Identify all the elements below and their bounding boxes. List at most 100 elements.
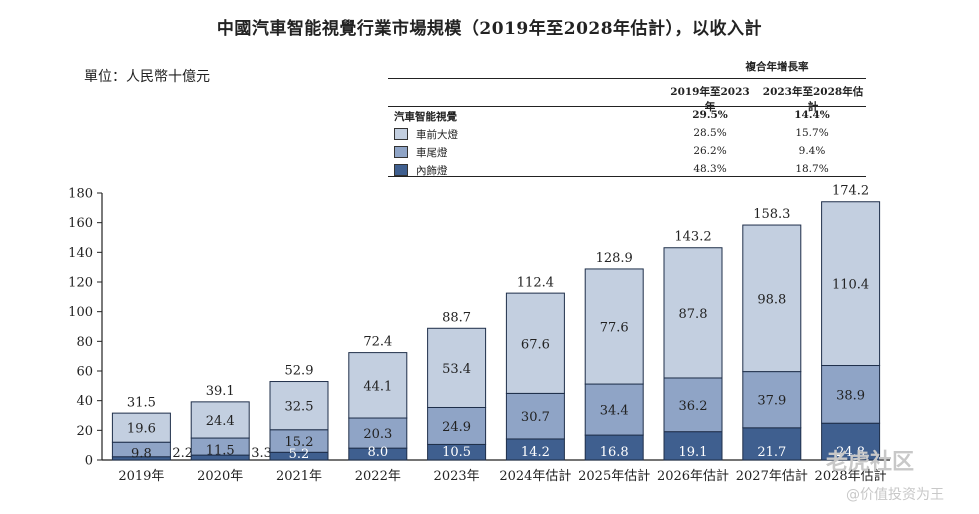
y-tick-label: 60	[76, 365, 93, 380]
bar-segment-front	[584, 268, 644, 385]
bar-segment-interior	[584, 434, 644, 461]
rear-swatch	[394, 146, 408, 158]
bar-value-label: 110.4	[832, 278, 869, 293]
bar-value-label: 67.6	[521, 337, 550, 352]
bar-value-label: 21.7	[757, 445, 786, 460]
bar-segment-front	[427, 327, 487, 408]
bar-value-label: 87.8	[679, 307, 708, 322]
y-tick-label: 180	[68, 187, 93, 202]
x-tick-label: 2021年	[276, 469, 322, 484]
bar-segment-front	[821, 201, 881, 367]
row-label: 汽車智能視覺	[394, 111, 457, 123]
row-label: 車前大燈	[416, 129, 458, 141]
cagr-col1-header: 2019年至2023年	[670, 86, 750, 113]
bar-value-label: 34.4	[600, 404, 629, 419]
bar-value-label: 5.2	[289, 447, 310, 462]
y-tick-label: 80	[76, 335, 93, 350]
bar-total-label: 128.9	[596, 251, 633, 266]
bar-segment-front	[505, 292, 565, 394]
bar-segment-rear	[742, 371, 802, 429]
row-cagr-1: 48.3%	[693, 163, 727, 175]
x-tick-label: 2022年	[355, 469, 401, 484]
bar-segment-rear	[427, 406, 487, 445]
bar-segment-interior	[663, 431, 723, 461]
bar-segment-rear	[663, 377, 723, 433]
x-tick-label: 2027年估計	[736, 468, 808, 484]
cagr-col2-header: 2023年至2028年估計	[762, 86, 864, 113]
y-tick-label: 140	[68, 246, 93, 261]
bar-value-label: 53.4	[442, 362, 471, 377]
x-tick-label: 2025年估計	[578, 468, 650, 484]
y-tick-label: 40	[76, 394, 93, 409]
x-tick-label: 2024年估計	[499, 468, 571, 484]
bar-value-label: 2.2	[172, 446, 193, 461]
bar-value-label: 16.8	[600, 445, 629, 460]
y-tick-label: 160	[68, 216, 93, 231]
bar-value-label: 30.7	[521, 410, 550, 425]
bar-value-label: 77.6	[600, 321, 629, 336]
bar-total-label: 174.2	[832, 184, 869, 199]
bar-total-label: 72.4	[363, 335, 392, 350]
bar-total-label: 31.5	[127, 395, 156, 410]
bar-segment-front	[190, 401, 250, 439]
bar-value-label: 14.2	[521, 445, 550, 460]
row-label: 車尾燈	[416, 147, 448, 159]
bar-segment-front	[742, 224, 802, 373]
bar-value-label: 19.1	[679, 445, 708, 460]
front-swatch	[394, 128, 408, 140]
cagr-row-interior: 內飾燈 48.3% 18.7%	[388, 162, 866, 180]
bar-value-label: 15.2	[285, 435, 314, 450]
x-tick-label: 2026年估計	[657, 468, 729, 484]
watermark-account: @价值投资为王	[846, 487, 944, 503]
y-tick-label: 100	[68, 305, 93, 320]
bar-segment-front	[111, 412, 171, 443]
x-tick-label: 2023年	[434, 469, 480, 484]
row-cagr-2: 18.7%	[795, 163, 829, 175]
bar-segment-front	[269, 381, 329, 431]
cagr-row-rear: 車尾燈 26.2% 9.4%	[388, 144, 866, 162]
bar-segment-rear	[821, 365, 881, 424]
row-cagr-1: 26.2%	[693, 145, 727, 157]
row-cagr-1: 28.5%	[693, 127, 727, 139]
bar-segment-front	[663, 247, 723, 379]
interior-swatch	[394, 164, 408, 176]
x-tick-label: 2020年	[197, 469, 243, 484]
bar-value-label: 10.5	[442, 445, 471, 460]
bar-total-label: 143.2	[674, 230, 711, 245]
bar-total-label: 112.4	[517, 275, 554, 290]
bar-total-label: 52.9	[285, 364, 314, 379]
bar-total-label: 88.7	[442, 310, 471, 325]
cagr-row-front: 車前大燈 28.5% 15.7%	[388, 126, 866, 144]
bar-value-label: 19.6	[127, 422, 156, 437]
row-cagr-1: 29.5%	[692, 109, 728, 121]
x-tick-label: 2028年估計	[815, 468, 887, 484]
row-cagr-2: 14.4%	[794, 109, 830, 121]
bar-value-label: 24.9	[442, 420, 471, 435]
table-bottom-rule	[388, 176, 866, 177]
watermark-brand: 老虎社区	[826, 450, 915, 475]
bar-segment-interior	[821, 422, 881, 461]
cagr-header-row: 複合年增長率	[388, 56, 866, 79]
bar-value-label: 11.5	[206, 444, 235, 459]
bar-value-label: 9.8	[131, 446, 152, 461]
bar-value-label: 20.3	[363, 427, 392, 442]
y-tick-label: 120	[68, 276, 93, 291]
bar-segment-front	[348, 352, 408, 419]
y-tick-label: 0	[85, 454, 93, 469]
bar-segment-rear	[348, 417, 408, 449]
y-tick-label: 20	[76, 424, 93, 439]
bar-value-label: 37.9	[757, 394, 786, 409]
chart-title: 中國汽車智能視覺行業市場規模（2019年至2028年估計），以收入計	[216, 19, 763, 39]
bar-segment-interior	[742, 427, 802, 461]
x-tick-label: 2019年	[118, 469, 164, 484]
cagr-header: 複合年增長率	[745, 61, 809, 73]
unit-label: 單位：人民幣十億元	[84, 69, 210, 85]
bar-total-label: 158.3	[753, 207, 790, 222]
bar-total-label: 39.1	[206, 384, 235, 399]
bar-value-label: 98.8	[757, 292, 786, 307]
cagr-row-total: 汽車智能視覺 29.5% 14.4%	[388, 108, 866, 126]
bar-segment-rear	[505, 392, 565, 440]
bar-value-label: 8.0	[367, 445, 388, 460]
bar-value-label: 36.2	[679, 399, 708, 414]
